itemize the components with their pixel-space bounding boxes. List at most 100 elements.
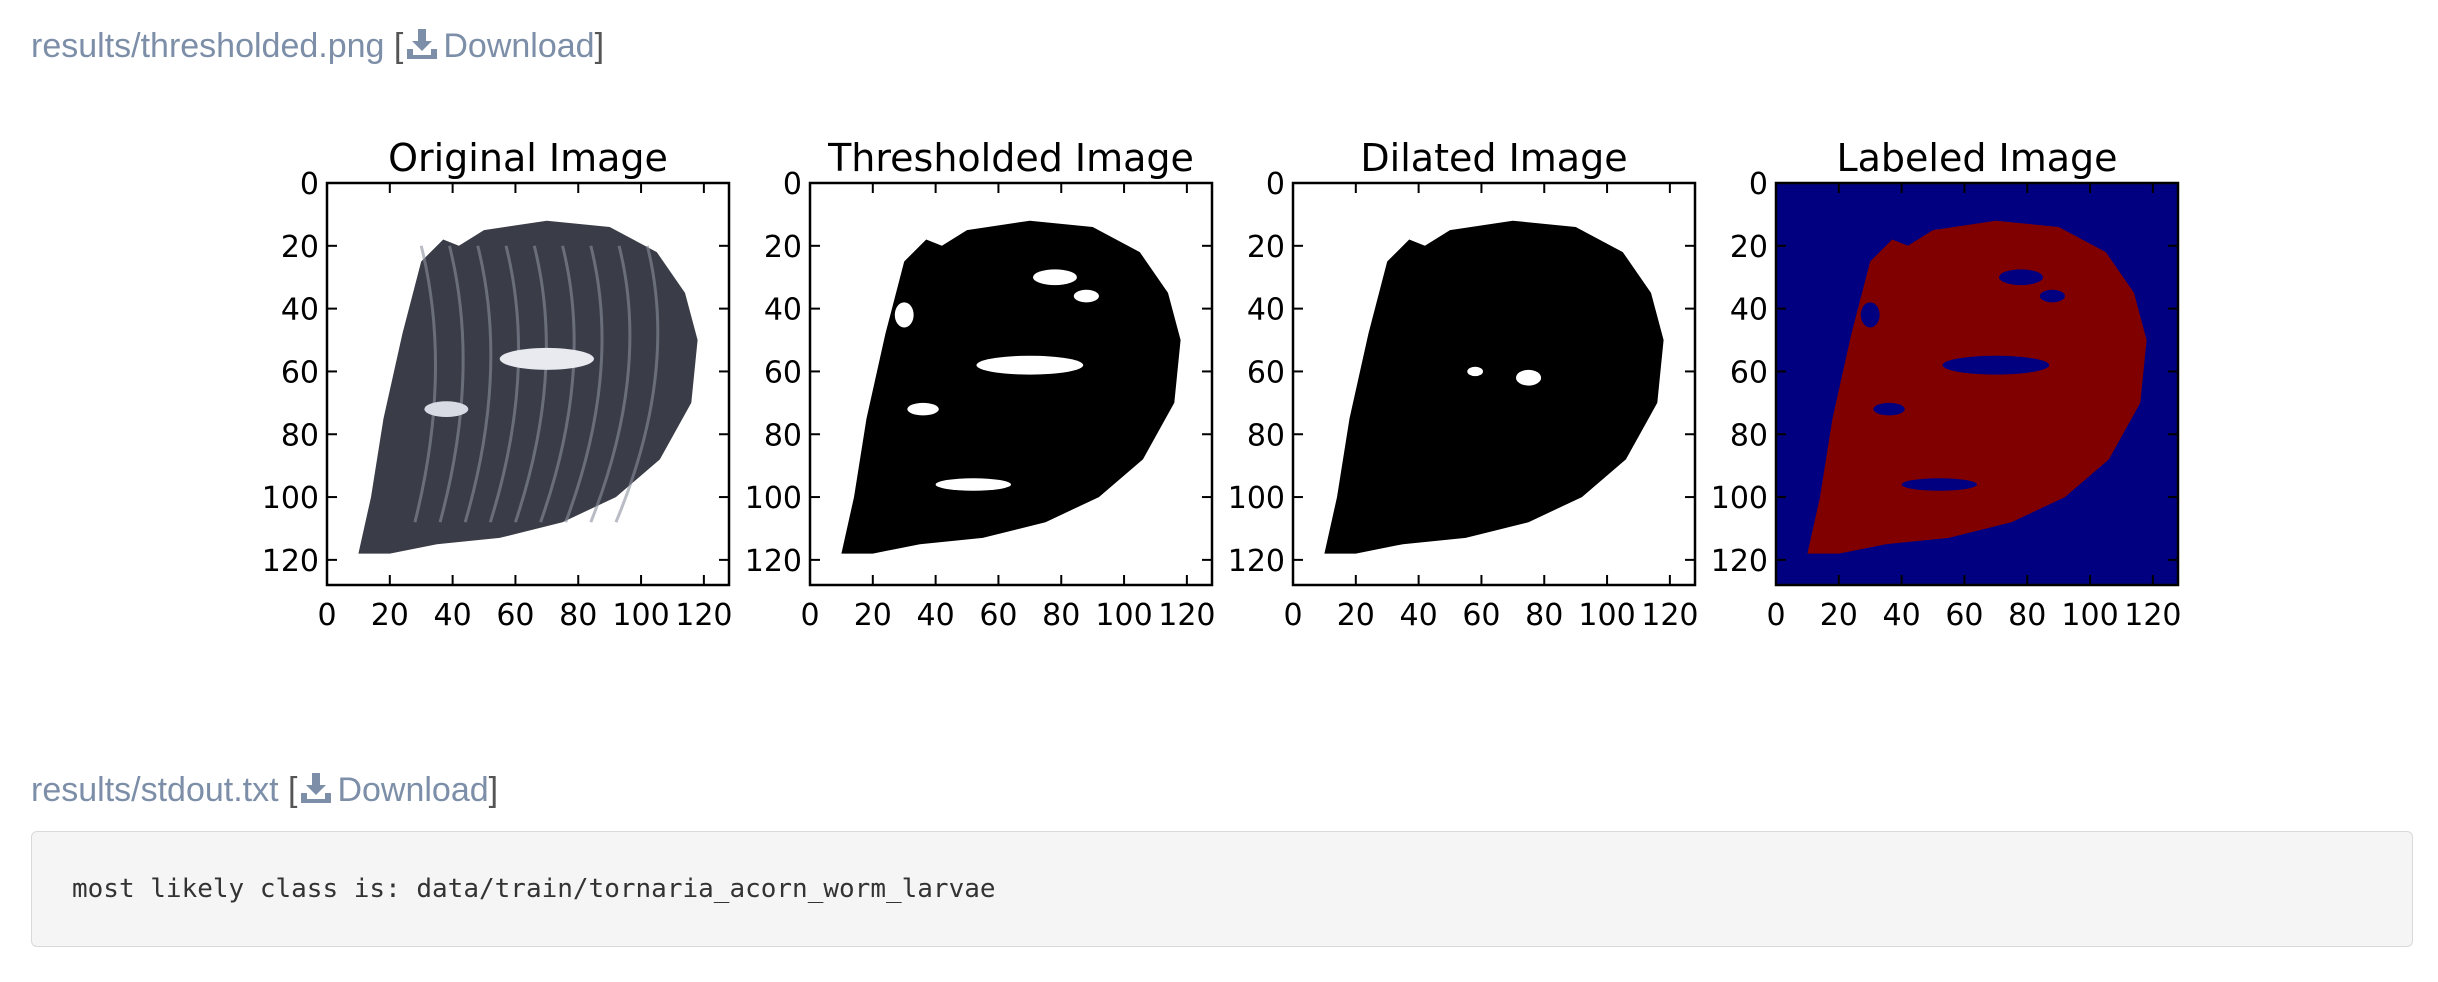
x-tick-label: 80 (2008, 598, 2046, 633)
y-tick-label: 80 (764, 418, 802, 453)
result-file-link[interactable]: results/thresholded.png (31, 27, 385, 65)
y-tick-label: 100 (1228, 481, 1285, 516)
y-tick-label: 80 (1730, 418, 1768, 453)
x-tick-label: 120 (675, 598, 732, 633)
x-tick-label: 80 (1042, 598, 1080, 633)
bracket-close: ] (488, 771, 499, 809)
result-file-line: results/thresholded.png [ Download] (31, 24, 604, 68)
x-tick-label: 80 (559, 598, 597, 633)
y-tick-label: 60 (764, 355, 802, 390)
specimen-highlight (499, 347, 594, 370)
x-tick-label: 20 (1337, 598, 1375, 633)
specimen-hole (1467, 366, 1484, 377)
download-icon (301, 773, 332, 803)
x-tick-label: 100 (612, 598, 669, 633)
y-tick-label: 120 (262, 544, 319, 579)
y-tick-label: 120 (1228, 544, 1285, 579)
specimen-hole (1901, 478, 1977, 491)
y-tick-label: 100 (262, 481, 319, 516)
specimen-texture (614, 245, 660, 523)
result-file-link[interactable]: results/stdout.txt (31, 771, 279, 809)
x-tick-label: 40 (1400, 598, 1438, 633)
axes-frame (808, 181, 1214, 587)
specimen-hole (1998, 269, 2043, 286)
y-tick-label: 80 (1247, 418, 1285, 453)
download-link[interactable]: Download (297, 771, 489, 809)
x-tick-label: 20 (1820, 598, 1858, 633)
specimen-hole (1942, 355, 2050, 375)
x-tick-label: 120 (1158, 598, 1215, 633)
panel-title: Original Image (388, 136, 668, 180)
y-tick-label: 20 (764, 230, 802, 265)
y-tick-label: 0 (300, 167, 319, 202)
y-tick-label: 0 (1266, 167, 1285, 202)
specimen-texture (438, 245, 465, 523)
y-tick-label: 120 (1711, 544, 1768, 579)
specimen-hole (935, 478, 1011, 491)
specimen-texture (539, 245, 576, 523)
x-tick-label: 120 (2124, 598, 2181, 633)
bracket-open: [ (393, 27, 404, 65)
specimen-hole (2039, 289, 2065, 303)
y-tick-label: 80 (281, 418, 319, 453)
x-tick-label: 40 (917, 598, 955, 633)
y-tick-label: 60 (1730, 355, 1768, 390)
x-tick-label: 120 (1641, 598, 1698, 633)
x-tick-label: 100 (2061, 598, 2118, 633)
specimen-hole (976, 355, 1084, 375)
specimen-highlight (424, 401, 469, 417)
axes-frame (325, 181, 731, 587)
axes-frame (1774, 181, 2180, 587)
y-tick-label: 100 (1711, 481, 1768, 516)
specimen-hole (1860, 302, 1880, 328)
y-tick-label: 60 (1247, 355, 1285, 390)
specimen-hole (894, 302, 914, 328)
specimen-shape (1807, 220, 2147, 554)
x-tick-label: 40 (1883, 598, 1921, 633)
x-tick-label: 20 (854, 598, 892, 633)
x-tick-label: 20 (371, 598, 409, 633)
specimen-shape (1324, 220, 1664, 554)
y-tick-label: 40 (1247, 293, 1285, 328)
y-tick-label: 120 (745, 544, 802, 579)
specimen-texture (589, 245, 632, 523)
download-link[interactable]: Download (403, 27, 595, 65)
x-tick-label: 0 (1283, 598, 1302, 633)
specimen-hole (1515, 369, 1542, 386)
x-tick-label: 40 (434, 598, 472, 633)
x-tick-label: 60 (979, 598, 1017, 633)
specimen-texture (514, 245, 548, 523)
stdout-output: most likely class is: data/train/tornari… (31, 831, 2413, 947)
download-label: Download (443, 27, 595, 65)
download-icon (407, 29, 438, 59)
panel-title: Dilated Image (1360, 136, 1627, 180)
x-tick-label: 60 (1945, 598, 1983, 633)
y-tick-label: 0 (783, 167, 802, 202)
stdout-text: most likely class is: data/train/tornari… (72, 874, 996, 904)
x-tick-label: 100 (1095, 598, 1152, 633)
specimen-texture (413, 245, 437, 523)
specimen-texture (564, 245, 604, 523)
y-tick-label: 20 (281, 230, 319, 265)
x-tick-label: 80 (1525, 598, 1563, 633)
bracket-close: ] (594, 27, 605, 65)
download-label: Download (337, 771, 489, 809)
specimen-hole (907, 402, 939, 416)
x-tick-label: 60 (1462, 598, 1500, 633)
bracket-open: [ (288, 771, 298, 809)
x-tick-label: 0 (1766, 598, 1785, 633)
result-file-line: results/stdout.txt [ Download] (31, 768, 498, 812)
x-tick-label: 100 (1578, 598, 1635, 633)
y-tick-label: 20 (1730, 230, 1768, 265)
y-tick-label: 20 (1247, 230, 1285, 265)
y-tick-label: 40 (764, 293, 802, 328)
specimen-hole (1873, 402, 1905, 416)
specimen-texture (463, 245, 493, 523)
specimen-hole (1073, 289, 1099, 303)
x-tick-label: 60 (496, 598, 534, 633)
specimen-texture (488, 245, 521, 523)
